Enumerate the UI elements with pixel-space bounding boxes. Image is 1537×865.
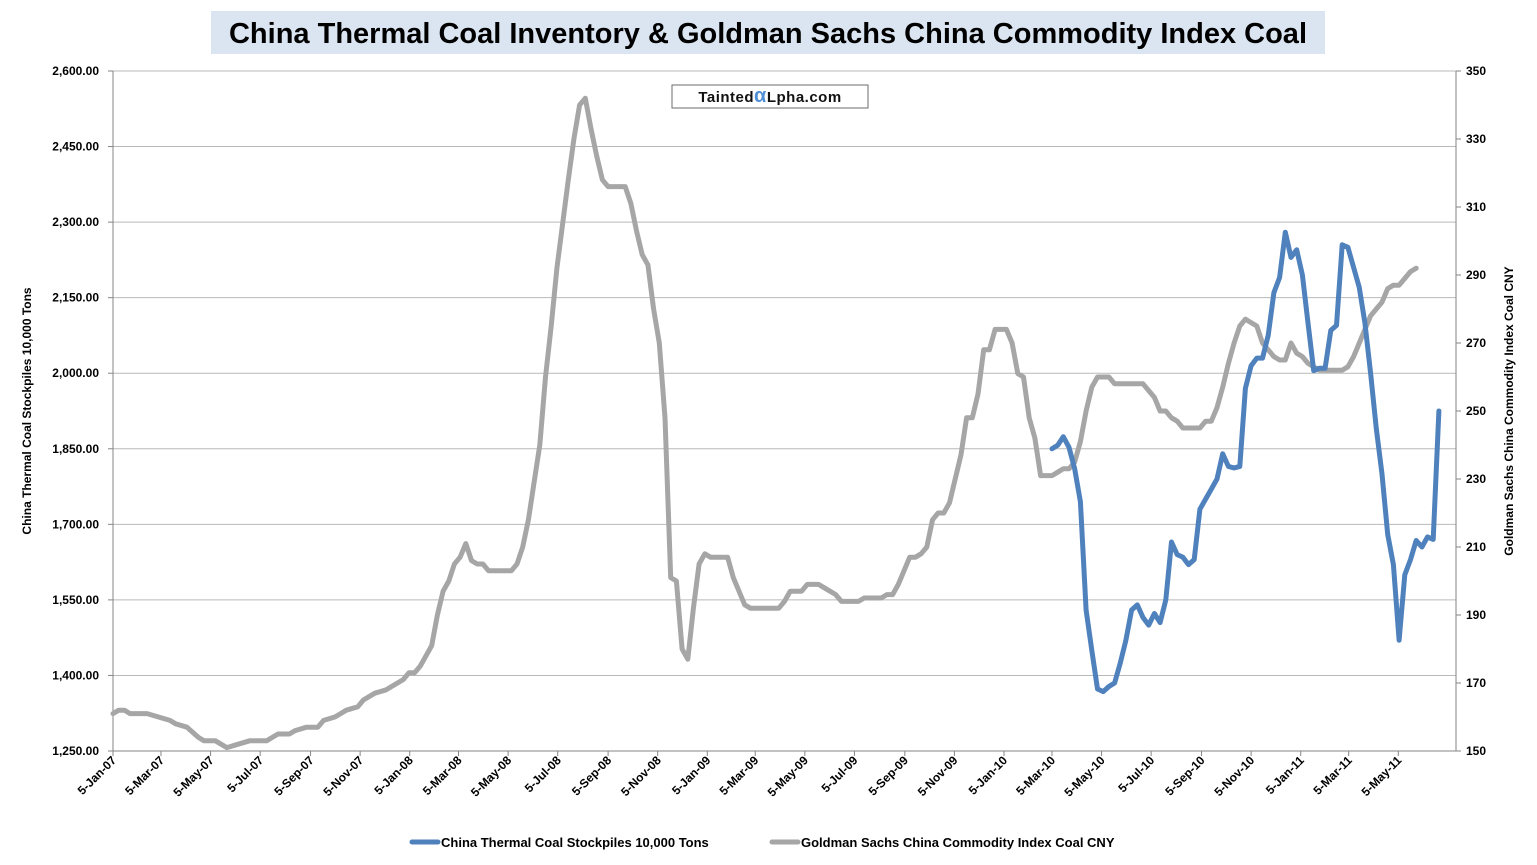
x-tick-label: 5-Sep-09 — [866, 753, 912, 799]
x-tick-label: 5-May-09 — [765, 753, 811, 799]
right-tick-label: 210 — [1466, 540, 1486, 554]
right-tick-label: 170 — [1466, 676, 1486, 690]
left-tick-label: 1,250.00 — [52, 744, 99, 758]
x-tick-label: 5-Mar-08 — [420, 753, 465, 798]
series-line-gs-index — [110, 95, 1419, 751]
right-tick-label: 350 — [1466, 64, 1486, 78]
left-tick-label: 1,700.00 — [52, 517, 99, 531]
right-tick-label: 290 — [1466, 268, 1486, 282]
x-tick-label: 5-Mar-07 — [122, 753, 167, 798]
right-tick-label: 330 — [1466, 132, 1486, 146]
right-tick-label: 270 — [1466, 336, 1486, 350]
x-tick-label: 5-Mar-10 — [1013, 753, 1058, 798]
x-tick-label: 5-May-11 — [1359, 753, 1405, 799]
legend: China Thermal Coal Stockpiles 10,000 Ton… — [409, 835, 1115, 850]
chart-title: China Thermal Coal Inventory & Goldman S… — [229, 18, 1307, 50]
right-tick-label: 190 — [1466, 608, 1486, 622]
x-tick-label: 5-Jul-10 — [1115, 753, 1157, 795]
x-tick-label: 5-May-08 — [468, 753, 514, 799]
x-tick-label: 5-Mar-09 — [717, 753, 762, 798]
left-axis-title: China Thermal Coal Stockpiles 10,000 Ton… — [20, 287, 34, 535]
left-tick-label: 1,850.00 — [52, 442, 99, 456]
x-tick-label: 5-Sep-10 — [1162, 753, 1208, 799]
series-line-stockpiles — [1049, 229, 1442, 695]
x-tick-label: 5-Sep-08 — [569, 753, 615, 799]
left-tick-label: 1,400.00 — [52, 668, 99, 682]
series-layer — [110, 95, 1442, 751]
legend-label: China Thermal Coal Stockpiles 10,000 Ton… — [441, 835, 709, 850]
right-axis-title: Goldman Sachs China Commodity Index Coal… — [1502, 266, 1516, 555]
x-tick-label: 5-Nov-08 — [618, 753, 664, 799]
right-tick-label: 310 — [1466, 200, 1486, 214]
x-tick-label: 5-Jan-10 — [966, 753, 1011, 798]
x-tick-label: 5-Jan-09 — [669, 753, 714, 798]
title-banner — [211, 11, 1325, 54]
x-tick-label: 5-Jul-09 — [819, 753, 861, 795]
right-tick-label: 150 — [1466, 744, 1486, 758]
left-tick-label: 1,550.00 — [52, 593, 99, 607]
left-tick-label: 2,300.00 — [52, 215, 99, 229]
left-axis-ticks: 1,250.00 1,400.00 1,550.00 1,700.00 1,850.00… — [52, 64, 113, 758]
left-tick-label: 2,150.00 — [52, 291, 99, 305]
right-tick-label: 250 — [1466, 404, 1486, 418]
x-tick-label: 5-Jan-07 — [75, 753, 120, 798]
x-tick-label: 5-Mar-11 — [1310, 753, 1355, 798]
x-tick-label: 5-Nov-10 — [1212, 753, 1258, 799]
x-tick-label: 5-Nov-07 — [321, 753, 367, 799]
right-tick-label: 230 — [1466, 472, 1486, 486]
x-tick-label: 5-Nov-09 — [915, 753, 961, 799]
x-tick-label: 5-Jan-11 — [1263, 753, 1307, 797]
x-tick-label: 5-Jul-08 — [522, 753, 564, 795]
watermark-logo: TaintedαLpha.com — [671, 84, 869, 109]
watermark-text: TaintedαLpha.com — [698, 85, 841, 107]
plot-area — [113, 71, 1456, 751]
left-tick-label: 2,600.00 — [52, 64, 99, 78]
x-tick-label: 5-Sep-07 — [271, 753, 317, 799]
x-tick-label: 5-Jan-08 — [372, 753, 417, 798]
left-tick-label: 2,000.00 — [52, 366, 99, 380]
x-axis-ticks: 5-Jan-07 5-Mar-07 5-May-07 5-Jul-07 5-Sep-07… — [75, 751, 1405, 799]
x-tick-label: 5-May-07 — [170, 753, 216, 799]
right-axis-ticks: 150 170 190 210 230 250 270 290 310 330 350 — [1456, 64, 1486, 758]
x-tick-label: 5-May-10 — [1061, 753, 1107, 799]
legend-label: Goldman Sachs China Commodity Index Coal… — [801, 835, 1115, 850]
x-tick-label: 5-Jul-07 — [224, 753, 266, 795]
left-tick-label: 2,450.00 — [52, 140, 99, 154]
